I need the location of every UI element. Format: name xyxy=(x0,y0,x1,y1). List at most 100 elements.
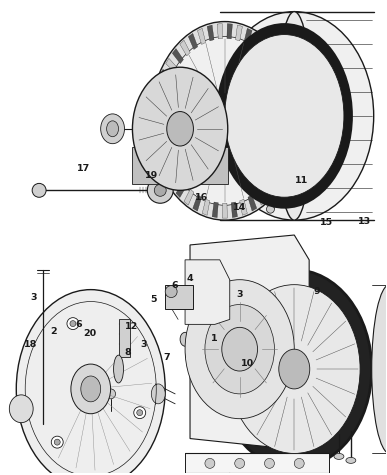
Polygon shape xyxy=(281,81,293,93)
Polygon shape xyxy=(283,143,295,154)
Ellipse shape xyxy=(9,395,33,423)
Text: 7: 7 xyxy=(163,353,170,362)
Polygon shape xyxy=(286,107,298,115)
Ellipse shape xyxy=(208,99,241,142)
Ellipse shape xyxy=(346,457,356,464)
Ellipse shape xyxy=(137,410,143,416)
Polygon shape xyxy=(184,189,194,205)
Text: 11: 11 xyxy=(295,176,308,185)
Text: 10: 10 xyxy=(241,359,254,368)
Text: 9: 9 xyxy=(313,287,320,296)
Bar xyxy=(118,319,130,357)
Polygon shape xyxy=(202,199,210,215)
Bar xyxy=(132,147,228,184)
Ellipse shape xyxy=(101,114,125,143)
Text: 8: 8 xyxy=(125,348,132,357)
Polygon shape xyxy=(155,143,167,154)
Ellipse shape xyxy=(334,454,344,459)
Ellipse shape xyxy=(205,304,274,394)
Ellipse shape xyxy=(228,285,360,454)
Ellipse shape xyxy=(276,11,312,220)
Text: 20: 20 xyxy=(83,329,96,338)
Polygon shape xyxy=(207,25,214,41)
Text: 17: 17 xyxy=(77,164,91,173)
Polygon shape xyxy=(277,69,289,82)
Ellipse shape xyxy=(217,111,232,131)
Polygon shape xyxy=(284,94,296,104)
Text: 19: 19 xyxy=(145,171,158,180)
Text: 18: 18 xyxy=(24,340,37,349)
Polygon shape xyxy=(152,133,164,141)
Polygon shape xyxy=(279,154,291,167)
Polygon shape xyxy=(156,81,168,93)
Polygon shape xyxy=(252,33,261,49)
Polygon shape xyxy=(160,69,172,82)
Ellipse shape xyxy=(185,280,294,418)
Polygon shape xyxy=(172,48,183,64)
Ellipse shape xyxy=(70,321,76,327)
Ellipse shape xyxy=(107,121,118,137)
Polygon shape xyxy=(222,203,227,218)
Polygon shape xyxy=(272,58,284,72)
Ellipse shape xyxy=(81,376,101,402)
Polygon shape xyxy=(152,107,164,115)
Ellipse shape xyxy=(372,285,387,454)
Ellipse shape xyxy=(294,458,304,468)
Ellipse shape xyxy=(180,332,190,346)
Ellipse shape xyxy=(267,205,274,213)
Ellipse shape xyxy=(264,458,274,468)
Ellipse shape xyxy=(51,436,63,448)
Ellipse shape xyxy=(147,178,173,203)
Polygon shape xyxy=(197,28,205,45)
Ellipse shape xyxy=(113,355,123,383)
Ellipse shape xyxy=(54,439,60,445)
Polygon shape xyxy=(185,260,230,324)
Ellipse shape xyxy=(205,458,215,468)
Text: 14: 14 xyxy=(233,203,246,212)
Polygon shape xyxy=(227,24,233,39)
Text: 3: 3 xyxy=(140,340,147,349)
Ellipse shape xyxy=(67,318,79,330)
Ellipse shape xyxy=(215,11,374,220)
Text: 3: 3 xyxy=(31,293,37,302)
Text: 2: 2 xyxy=(50,327,57,336)
Polygon shape xyxy=(190,235,309,448)
Polygon shape xyxy=(256,189,265,205)
Text: 16: 16 xyxy=(195,192,208,201)
Ellipse shape xyxy=(165,285,177,297)
Ellipse shape xyxy=(150,21,299,220)
Text: 12: 12 xyxy=(125,323,139,331)
Text: 13: 13 xyxy=(358,217,371,226)
Ellipse shape xyxy=(225,35,344,197)
Polygon shape xyxy=(259,40,270,56)
Polygon shape xyxy=(166,58,177,72)
Polygon shape xyxy=(269,174,281,189)
Text: 6: 6 xyxy=(171,281,178,290)
Text: 3: 3 xyxy=(236,290,243,299)
Polygon shape xyxy=(285,133,297,141)
Ellipse shape xyxy=(161,37,288,205)
Polygon shape xyxy=(152,121,163,128)
Polygon shape xyxy=(188,33,198,49)
Polygon shape xyxy=(244,28,252,45)
Ellipse shape xyxy=(106,389,116,399)
Polygon shape xyxy=(266,48,277,64)
Polygon shape xyxy=(240,199,247,215)
Polygon shape xyxy=(286,121,298,128)
Ellipse shape xyxy=(151,384,165,404)
Ellipse shape xyxy=(134,407,146,418)
Ellipse shape xyxy=(222,327,257,371)
Polygon shape xyxy=(231,202,238,218)
Ellipse shape xyxy=(167,112,194,146)
Ellipse shape xyxy=(217,24,352,208)
Polygon shape xyxy=(248,195,257,211)
Polygon shape xyxy=(169,174,180,189)
Text: 1: 1 xyxy=(211,334,218,343)
Polygon shape xyxy=(275,164,287,178)
Ellipse shape xyxy=(217,270,372,468)
Polygon shape xyxy=(212,202,218,218)
Polygon shape xyxy=(158,154,170,167)
Ellipse shape xyxy=(16,290,165,475)
Ellipse shape xyxy=(235,458,245,468)
Text: 5: 5 xyxy=(150,295,156,304)
